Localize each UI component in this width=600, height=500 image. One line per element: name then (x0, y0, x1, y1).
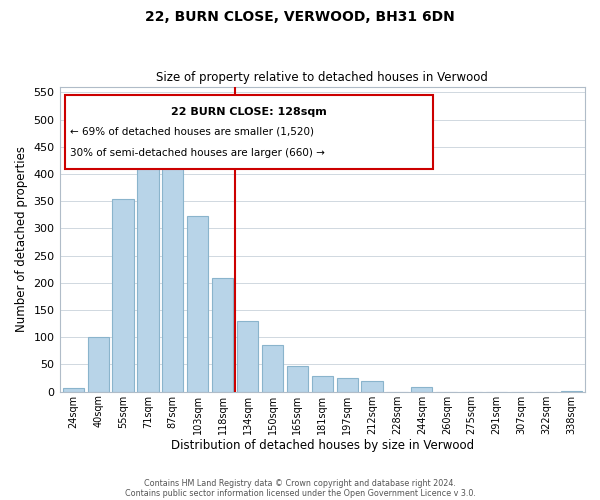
Bar (187, 216, 208, 392)
Text: Contains HM Land Registry data © Crown copyright and database right 2024.: Contains HM Land Registry data © Crown c… (144, 478, 456, 488)
FancyBboxPatch shape (65, 94, 433, 170)
Bar (137, 150, 158, 392)
Text: 22 BURN CLOSE: 128sqm: 22 BURN CLOSE: 128sqm (171, 107, 326, 117)
Bar (62, 388, 84, 392)
Title: Size of property relative to detached houses in Verwood: Size of property relative to detached ho… (157, 72, 488, 85)
Bar (162, 162, 184, 392)
Text: 30% of semi-detached houses are larger (660) →: 30% of semi-detached houses are larger (… (70, 148, 325, 158)
Bar (337, 378, 358, 392)
Bar (112, 199, 134, 392)
Bar (411, 387, 433, 392)
Bar (287, 366, 308, 392)
Y-axis label: Number of detached properties: Number of detached properties (15, 146, 28, 332)
Bar (212, 278, 233, 392)
Text: 22, BURN CLOSE, VERWOOD, BH31 6DN: 22, BURN CLOSE, VERWOOD, BH31 6DN (145, 10, 455, 24)
Bar (311, 376, 333, 392)
Bar (361, 381, 383, 392)
Bar (262, 345, 283, 392)
X-axis label: Distribution of detached houses by size in Verwood: Distribution of detached houses by size … (171, 440, 474, 452)
Text: ← 69% of detached houses are smaller (1,520): ← 69% of detached houses are smaller (1,… (70, 126, 314, 136)
Bar (88, 336, 109, 392)
Bar (561, 390, 582, 392)
Text: Contains public sector information licensed under the Open Government Licence v : Contains public sector information licen… (125, 488, 475, 498)
Bar (237, 321, 258, 392)
